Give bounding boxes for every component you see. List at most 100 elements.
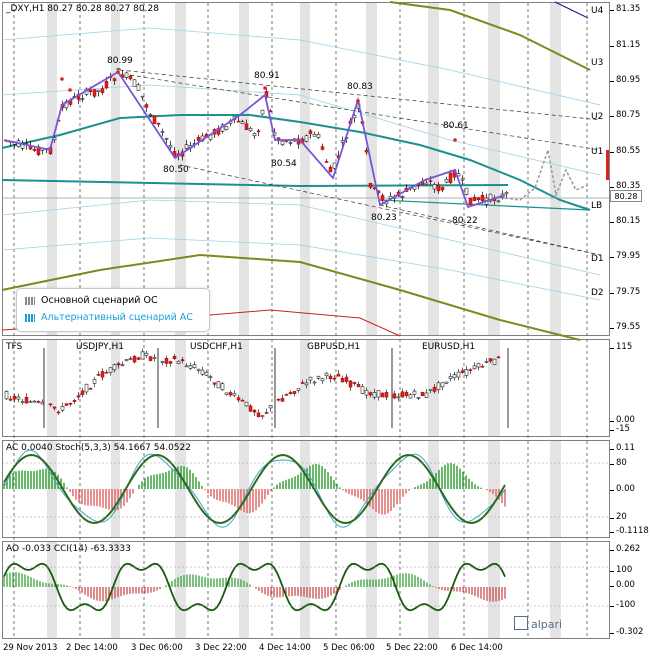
tfs-candle-body (484, 361, 489, 363)
candle-body (80, 98, 85, 100)
legend-main-swatch (25, 296, 35, 305)
candle-body (92, 89, 97, 97)
cci-line (3, 562, 506, 612)
candle-body (400, 196, 405, 198)
tfs-axis[interactable]: 115 0.00 -15 (609, 339, 648, 437)
price-tick: 80.35 (609, 181, 641, 191)
main-scenario-path (504, 147, 589, 201)
pivot-marker (356, 99, 360, 103)
tfs-candle-body (364, 389, 369, 396)
tfs-candle-body (96, 374, 101, 376)
tfs-candle-body (248, 405, 253, 412)
ao-tick: 100 (609, 565, 633, 575)
tfs-candle-body (360, 386, 365, 394)
candle-body (168, 145, 173, 148)
tfs-candle-body (104, 372, 109, 374)
candle-body (380, 195, 385, 201)
ac-stoch-axis[interactable]: 0.11 80 0.00 20 -0.1118 (610, 440, 649, 538)
tfs-candle-body (68, 402, 73, 405)
tfs-tick: 115 (609, 342, 633, 352)
session-band (111, 3, 120, 335)
candle-body (432, 184, 437, 190)
candle-body (288, 142, 293, 144)
ac-stoch-header: AC 0.0040 Stoch(5,3,3) 54.1667 54.0522 (6, 443, 191, 453)
tfs-candle-body (312, 381, 317, 384)
tfs-candle-body (136, 357, 141, 360)
tfs-candle-body (188, 365, 193, 369)
tfs-candle-body (404, 391, 409, 396)
session-band (239, 340, 249, 436)
candle-body (308, 130, 313, 134)
legend-main-label: Основной сценарий ОС (41, 295, 158, 306)
price-annotation: 80.99 (107, 56, 133, 66)
tfs-candle-body (180, 359, 185, 362)
tfs-candle-body (428, 389, 433, 391)
tfs-candle-body (492, 358, 497, 365)
session-band (550, 441, 561, 537)
tfs-candle-body (368, 392, 373, 396)
candle-body (328, 166, 333, 173)
candle-body (304, 135, 309, 142)
tfs-candle-body (144, 352, 149, 356)
pivot-marker (453, 138, 457, 142)
tfs-candle-body (160, 361, 165, 363)
level-label-u1: U1 (591, 147, 604, 157)
candle-body (136, 84, 141, 91)
tfs-candle-body (400, 391, 405, 398)
tfs-candle-body (20, 401, 25, 403)
main-price-axis[interactable]: 81.35 81.15 80.95 80.75 80.55 80.35 80.1… (609, 0, 648, 336)
tfs-candle-body (424, 392, 429, 398)
tfs-candle-body (196, 368, 201, 371)
teal-ma (1, 114, 591, 211)
tfs-candle-body (480, 366, 485, 368)
tfs-candle-body (460, 370, 465, 373)
tfs-candle-body (168, 361, 173, 364)
candle-body (260, 109, 265, 115)
level-label-u4: U4 (591, 6, 604, 16)
u4-line (554, 1, 589, 19)
price-annotation: 80.91 (254, 71, 280, 81)
tfs-candle-body (344, 376, 349, 382)
symbol-label-gbpusd: GBPUSD,H1 (307, 342, 361, 352)
ao-tick: 0.262 (609, 544, 641, 554)
legend-main-row: Основной сценарий ОС (25, 295, 158, 306)
tfs-candle-body (232, 393, 237, 396)
tfs-candle-body (472, 365, 477, 370)
tfs-candle-body (120, 364, 125, 366)
tfs-candle-body (448, 376, 453, 379)
candle-body (504, 192, 509, 195)
tfs-candle-body (16, 396, 21, 400)
tfs-candle-body (124, 359, 129, 362)
tfs-candle-body (296, 388, 301, 391)
price-tick: 79.75 (609, 287, 641, 297)
tfs-candle-body (348, 380, 353, 388)
tfs-candle-body (292, 391, 297, 394)
tfs-candle-body (192, 364, 197, 368)
candle-body (424, 182, 429, 185)
candle-body (324, 161, 329, 163)
ac-tick: 20 (610, 512, 627, 522)
main-header: _DXY,H1 80.27 80.28 80.27 80.28 (6, 4, 159, 14)
tfs-candle-body (284, 394, 289, 396)
pivot-marker (263, 86, 267, 90)
tfs-candle-body (300, 382, 305, 384)
pivot-marker (68, 88, 72, 92)
candle-body (248, 128, 253, 132)
tfs-candle-body (12, 396, 17, 400)
tfs-candle-body (72, 400, 77, 402)
stoch-signal-line (3, 449, 506, 528)
trend-line (129, 74, 601, 151)
candle-body (488, 193, 493, 202)
ao-tick: 0.00 (610, 580, 635, 590)
candle-body (244, 123, 249, 131)
candle-body (240, 121, 245, 124)
envelope-line (1, 84, 601, 176)
candle-body (96, 89, 101, 92)
ao-cci-axis[interactable]: 0.262 100 0.00 -100 -0.302 (609, 541, 648, 639)
candle-body (152, 115, 157, 124)
tfs-candle-body (488, 358, 493, 362)
candle-body (444, 178, 449, 183)
tfs-candle-body (464, 369, 469, 376)
tfs-candle-body (128, 358, 133, 360)
